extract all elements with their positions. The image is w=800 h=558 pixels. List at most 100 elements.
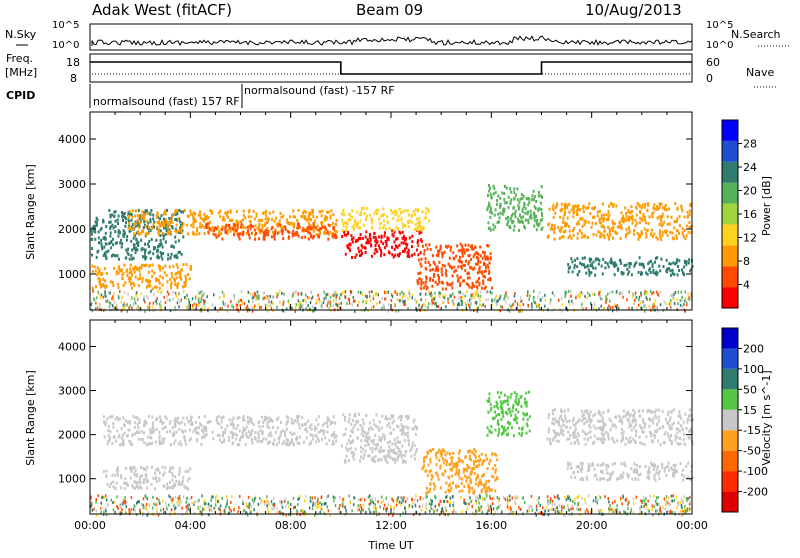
scatter-cell-1: [137, 481, 139, 484]
scatter-cell-4: [581, 419, 583, 422]
scatter-cell-9: [677, 265, 679, 268]
scatter-cell-9: [649, 261, 651, 264]
scatter-cell-1: [262, 212, 264, 215]
ground-speckle: [258, 295, 260, 298]
scatter-cell-0: [153, 221, 155, 224]
scatter-cell-9: [609, 261, 611, 264]
scatter-cell-3: [104, 267, 106, 270]
ground-speckle: [399, 293, 401, 296]
scatter-cell-4: [417, 241, 419, 244]
scatter-cell-8: [595, 222, 597, 225]
scatter-cell-2: [389, 455, 391, 458]
scatter-cell-4: [385, 240, 387, 243]
scatter-cell-4: [350, 234, 352, 237]
ground-speckle: [109, 301, 111, 304]
scatter-cell-1: [128, 222, 130, 225]
scatter-cell-0: [141, 430, 143, 433]
scatter-cell-3: [452, 452, 454, 455]
scatter-cell-2: [352, 451, 354, 454]
scatter-cell-2: [241, 223, 243, 226]
ground-speckle: [641, 294, 643, 297]
scatter-cell-1: [236, 210, 238, 213]
scatter-cell-0: [321, 438, 323, 441]
scatter-cell-1: [179, 467, 181, 470]
scatter-cell-3: [436, 472, 438, 475]
scatter-cell-3: [484, 484, 486, 487]
scatter-cell-0: [152, 427, 154, 430]
scatter-cell-1: [169, 470, 171, 473]
scatter-cell-3: [131, 287, 133, 290]
scatter-cell-3: [472, 491, 474, 494]
scatter-cell-0: [180, 443, 182, 446]
scatter-cell-4: [676, 436, 678, 439]
scatter-cell-8: [669, 223, 671, 226]
scatter-cell-6: [426, 287, 428, 290]
scatter-cell-0: [179, 422, 181, 425]
ground-speckle: [98, 293, 100, 296]
ground-speckle: [302, 299, 304, 302]
scatter-cell-6: [425, 268, 427, 271]
scatter-cell-3: [156, 278, 158, 281]
scatter-cell-3: [170, 286, 172, 289]
scatter-cell-8: [661, 224, 663, 227]
scatter-cell-0: [333, 415, 335, 418]
ground-speckle: [103, 296, 105, 299]
scatter-cell-0: [310, 440, 312, 443]
ground-speckle: [121, 301, 123, 304]
scatter-cell-7: [521, 193, 523, 196]
scatter-cell-4: [622, 415, 624, 418]
scatter-cell-1: [164, 222, 166, 225]
scatter-cell-2: [389, 426, 391, 429]
scatter-cell-3: [475, 465, 477, 468]
scatter-cell-1: [169, 481, 171, 484]
scatter-cell-4: [551, 422, 553, 425]
scatter-cell-0: [190, 416, 192, 419]
scatter-cell-1: [243, 214, 245, 217]
scatter-cell-4: [588, 424, 590, 427]
scatter-cell-6: [453, 257, 455, 260]
beam-title: Beam 09: [356, 1, 423, 19]
scatter-cell-3: [145, 264, 147, 267]
scatter-cell-8: [639, 217, 641, 220]
scatter-cell-2: [360, 446, 362, 449]
scatter-cell-6: [436, 254, 438, 257]
scatter-cell-3: [496, 476, 498, 479]
scatter-cell-9: [610, 258, 612, 261]
scatter-cell-8: [627, 211, 629, 214]
scatter-cell-5: [365, 217, 367, 220]
scatter-cell-6: [435, 246, 437, 249]
scatter-cell-0: [143, 441, 145, 444]
scatter-cell-6: [425, 284, 427, 287]
scatter-cell-3: [492, 452, 494, 455]
ground-speckle: [431, 299, 433, 302]
scatter-cell-1: [163, 212, 165, 215]
scatter-cell-9: [648, 269, 650, 272]
scatter-cell-1: [152, 477, 154, 480]
ground-speckle: [150, 290, 152, 293]
ground-speckle: [509, 303, 511, 306]
scatter-cell-1: [257, 227, 259, 230]
scatter-cell-1: [209, 221, 211, 224]
scatter-cell-6: [522, 418, 524, 421]
scatter-cell-6: [445, 274, 447, 277]
site-title: Adak West (fitACF): [92, 1, 232, 19]
scatter-cell-5: [371, 222, 373, 225]
scatter-cell-6: [525, 392, 527, 395]
scatter-cell-4: [548, 430, 550, 433]
scatter-cell-0: [118, 235, 120, 238]
scatter-cell-3: [130, 271, 132, 274]
scatter-cell-0: [192, 423, 194, 426]
ground-speckle: [346, 302, 348, 305]
scatter-cell-1: [139, 478, 141, 481]
scatter-cell-4: [394, 248, 396, 251]
scatter-cell-6: [479, 270, 481, 273]
power-scatter: [91, 184, 694, 313]
scatter-cell-6: [473, 285, 475, 288]
scatter-cell-2: [391, 443, 393, 446]
scatter-cell-6: [429, 269, 431, 272]
scatter-cell-1: [218, 212, 220, 215]
scatter-cell-5: [415, 208, 417, 211]
scatter-cell-1: [312, 212, 314, 215]
colorbar-swatch: [722, 120, 738, 141]
scatter-cell-7: [490, 229, 492, 232]
